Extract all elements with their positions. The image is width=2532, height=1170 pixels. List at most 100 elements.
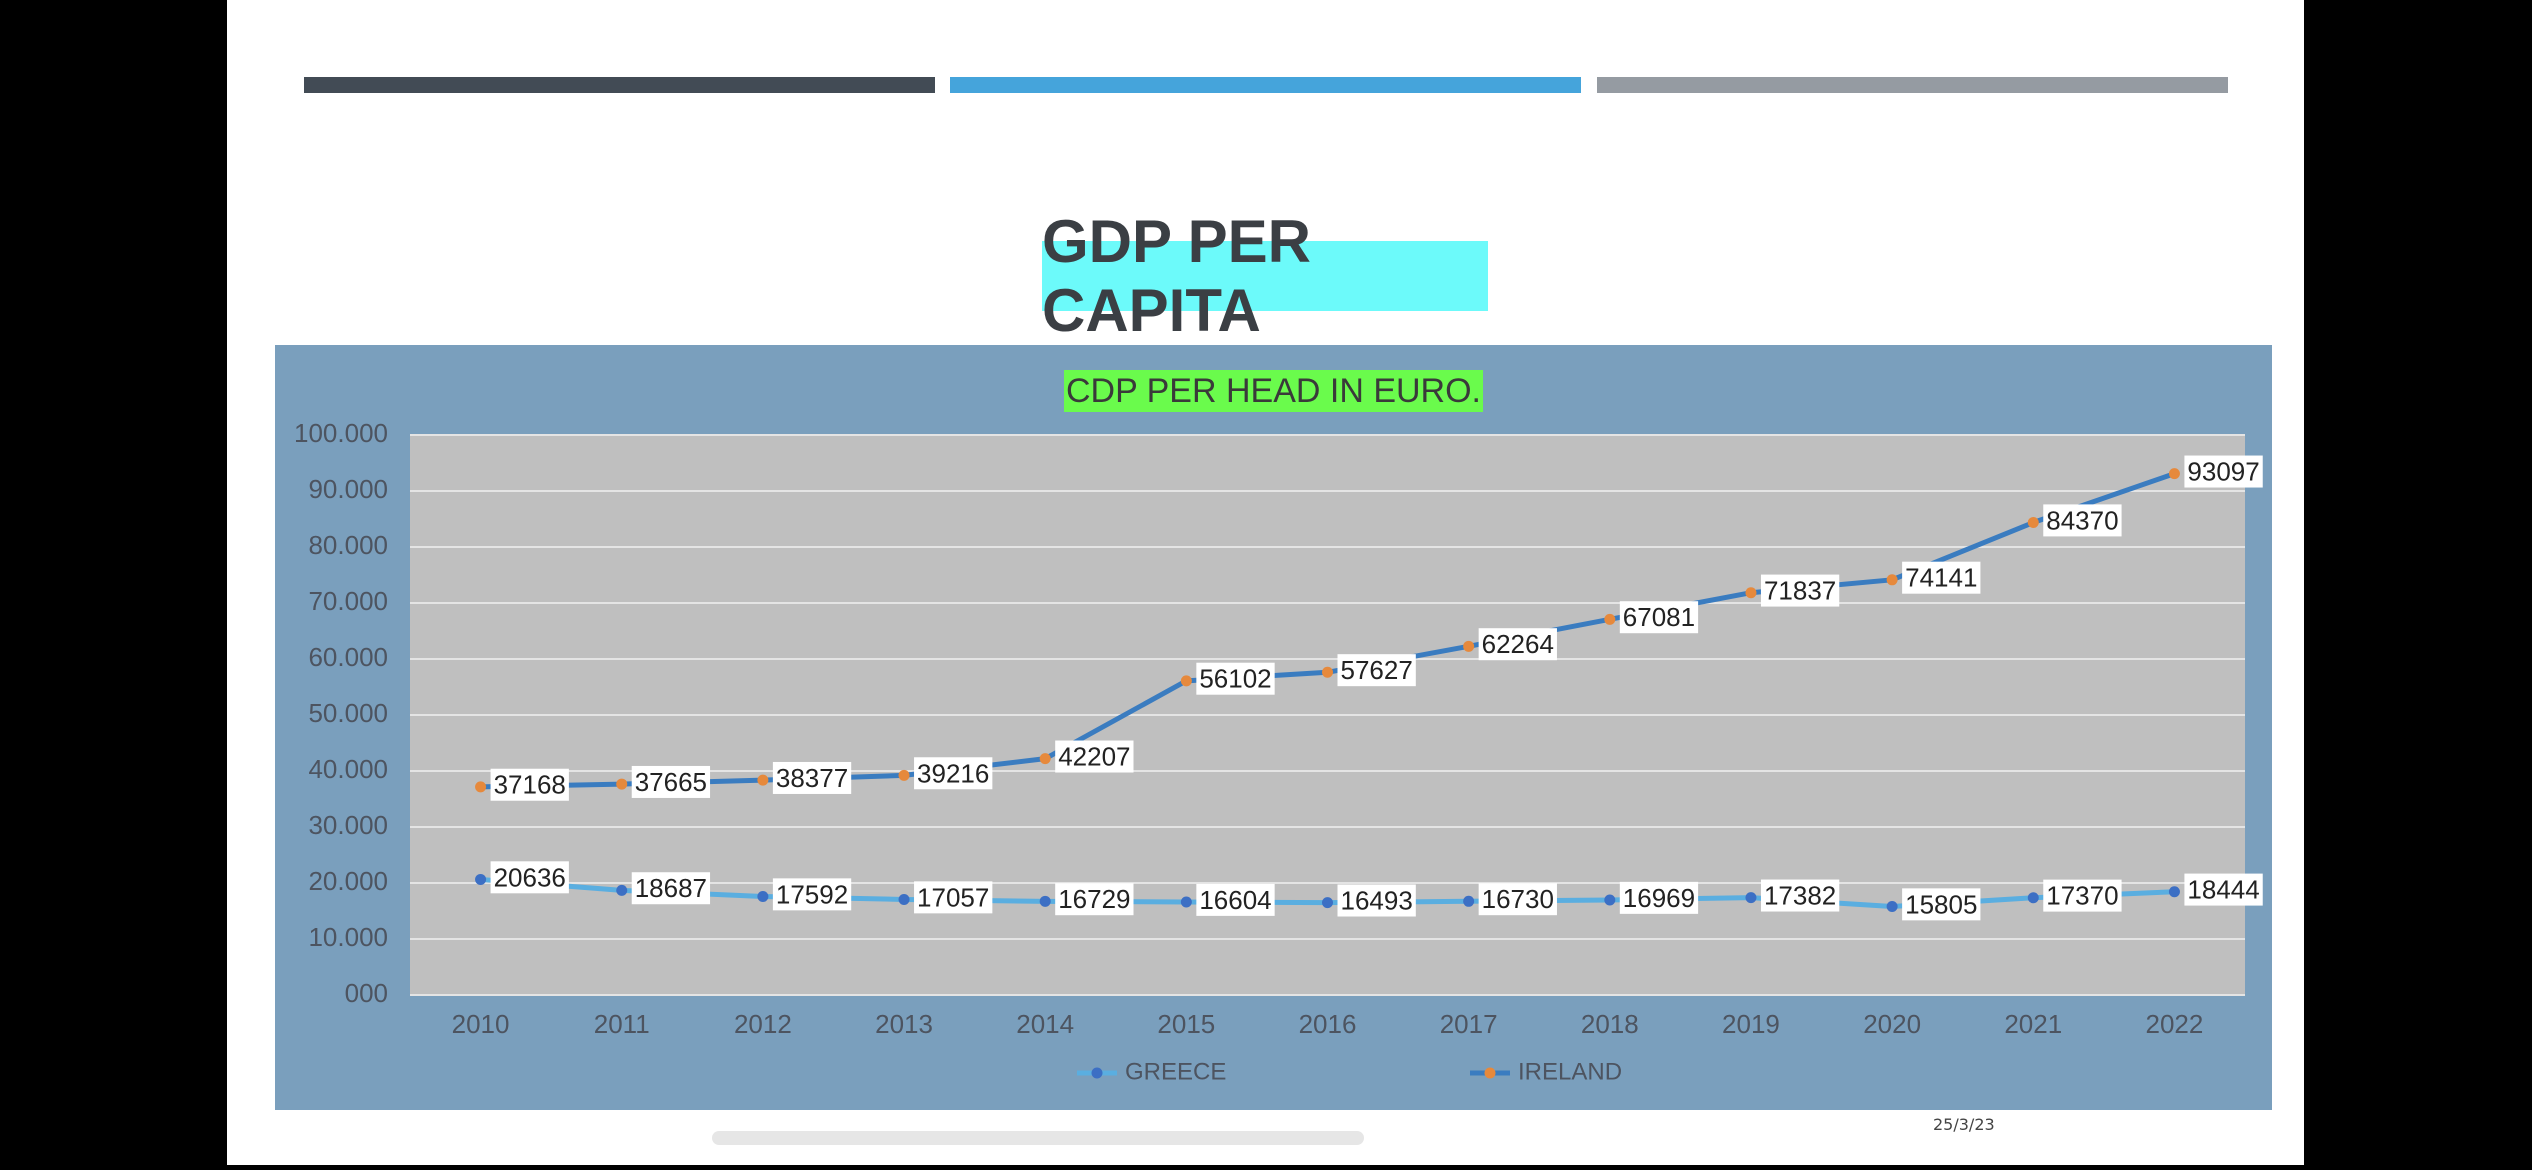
data-point bbox=[1604, 613, 1616, 625]
data-label-box bbox=[1760, 879, 1840, 912]
data-label: 17370 bbox=[2046, 881, 2118, 911]
data-point bbox=[1886, 900, 1898, 912]
data-label: 56102 bbox=[1199, 664, 1271, 694]
data-point bbox=[898, 893, 910, 905]
slide-date: 25/3/23 bbox=[1933, 1115, 1995, 1134]
header-bar-blue bbox=[950, 77, 1581, 93]
data-point bbox=[1322, 666, 1333, 678]
slide-title: GDP PER CAPITA bbox=[1042, 208, 1488, 344]
data-label: 84370 bbox=[2046, 505, 2118, 535]
x-tick-label: 2011 bbox=[594, 1009, 650, 1039]
data-label-box bbox=[1055, 740, 1134, 773]
data-label: 20636 bbox=[494, 862, 566, 892]
data-label-box bbox=[1760, 574, 1840, 607]
y-tick-label: 30.000 bbox=[308, 810, 388, 840]
data-label-box bbox=[2043, 879, 2122, 912]
y-tick-label: 50.000 bbox=[308, 698, 388, 728]
data-label: 16493 bbox=[1341, 886, 1413, 916]
data-label-box bbox=[631, 872, 711, 905]
slide: GDP PER CAPITA CDP PER HEAD IN EURO. 000 1… bbox=[227, 0, 2304, 1165]
data-label-box bbox=[1337, 884, 1416, 917]
chart-title-highlight bbox=[1063, 369, 1484, 412]
data-label: 38377 bbox=[776, 763, 848, 793]
y-tick-label: 90.000 bbox=[308, 474, 388, 504]
data-label-box bbox=[1337, 654, 1416, 687]
x-tick-label: 2022 bbox=[2146, 1009, 2204, 1039]
data-point bbox=[475, 873, 487, 885]
data-label-box bbox=[2043, 504, 2122, 537]
data-label-box bbox=[1902, 561, 1981, 594]
data-label: 42207 bbox=[1058, 742, 1130, 772]
data-label: 18687 bbox=[635, 873, 707, 903]
data-label: 67081 bbox=[1623, 602, 1695, 632]
legend-label: IRELAND bbox=[1518, 1058, 1622, 1085]
data-point bbox=[757, 774, 769, 786]
y-tick-label: 80.000 bbox=[308, 530, 388, 560]
data-label-box bbox=[1619, 881, 1699, 914]
y-tick-label: 000 bbox=[345, 978, 388, 1008]
data-label-box bbox=[1055, 883, 1134, 916]
chart-title: CDP PER HEAD IN EURO. bbox=[1066, 372, 1481, 410]
y-tick-label: 40.000 bbox=[308, 754, 388, 784]
x-tick-label: 2017 bbox=[1440, 1009, 1498, 1039]
data-label-box bbox=[2184, 873, 2263, 906]
x-tick-label: 2012 bbox=[734, 1009, 792, 1039]
data-label: 18444 bbox=[2187, 875, 2259, 905]
legend-label: GREECE bbox=[1125, 1058, 1226, 1085]
data-label: 39216 bbox=[917, 758, 989, 788]
data-point bbox=[616, 778, 628, 790]
data-point bbox=[2168, 468, 2180, 480]
data-label-box bbox=[1478, 883, 1557, 916]
x-tick-label: 2020 bbox=[1863, 1009, 1921, 1039]
data-label-box bbox=[1478, 628, 1557, 661]
data-point bbox=[616, 884, 628, 896]
data-point bbox=[2027, 892, 2039, 904]
data-label-box bbox=[1196, 883, 1275, 916]
x-tick-label: 2014 bbox=[1016, 1009, 1074, 1039]
header-bar-gray bbox=[1597, 77, 2228, 93]
legend-marker bbox=[1091, 1067, 1103, 1079]
data-label-box bbox=[772, 761, 852, 794]
data-label: 74141 bbox=[1905, 563, 1977, 593]
legend-marker bbox=[1484, 1067, 1496, 1079]
data-label-box bbox=[1902, 888, 1981, 921]
x-tick-label: 2016 bbox=[1299, 1009, 1357, 1039]
data-point bbox=[1039, 895, 1051, 907]
data-label-box bbox=[1196, 662, 1275, 695]
data-label: 16730 bbox=[1482, 884, 1554, 914]
data-label: 37168 bbox=[494, 770, 566, 800]
data-label: 17057 bbox=[917, 882, 989, 912]
data-label: 93097 bbox=[2187, 457, 2259, 487]
y-tick-label: 10.000 bbox=[308, 922, 388, 952]
data-label: 16604 bbox=[1199, 885, 1271, 915]
data-label-box bbox=[2184, 455, 2263, 488]
data-label-box bbox=[914, 881, 993, 914]
data-point bbox=[1039, 753, 1051, 765]
data-label: 17382 bbox=[1764, 881, 1836, 911]
chart-area: CDP PER HEAD IN EURO. 000 10.000 20.000 30.0… bbox=[275, 345, 2272, 1110]
data-label: 37665 bbox=[635, 767, 707, 797]
data-label: 17592 bbox=[776, 879, 848, 909]
horizontal-scrollbar[interactable] bbox=[712, 1131, 1364, 1145]
x-tick-label: 2010 bbox=[452, 1009, 510, 1039]
data-label: 71837 bbox=[1764, 576, 1836, 606]
data-point bbox=[1180, 896, 1192, 908]
data-label-box bbox=[914, 757, 993, 790]
data-label: 62264 bbox=[1482, 629, 1554, 659]
data-label-box bbox=[631, 765, 711, 798]
header-bar-dark bbox=[304, 77, 935, 93]
y-tick-label: 70.000 bbox=[308, 586, 388, 616]
x-tick-label: 2021 bbox=[2004, 1009, 2062, 1039]
data-point bbox=[1886, 574, 1898, 586]
data-point bbox=[475, 781, 487, 793]
data-label: 16729 bbox=[1058, 884, 1130, 914]
data-point bbox=[757, 890, 769, 902]
x-tick-label: 2018 bbox=[1581, 1009, 1639, 1039]
data-point bbox=[1745, 892, 1757, 904]
x-tick-label: 2019 bbox=[1722, 1009, 1780, 1039]
data-point bbox=[1463, 895, 1475, 907]
data-label-box bbox=[1619, 601, 1699, 634]
data-label-box bbox=[490, 861, 569, 894]
data-label: 57627 bbox=[1341, 655, 1413, 685]
y-tick-label: 20.000 bbox=[308, 866, 388, 896]
